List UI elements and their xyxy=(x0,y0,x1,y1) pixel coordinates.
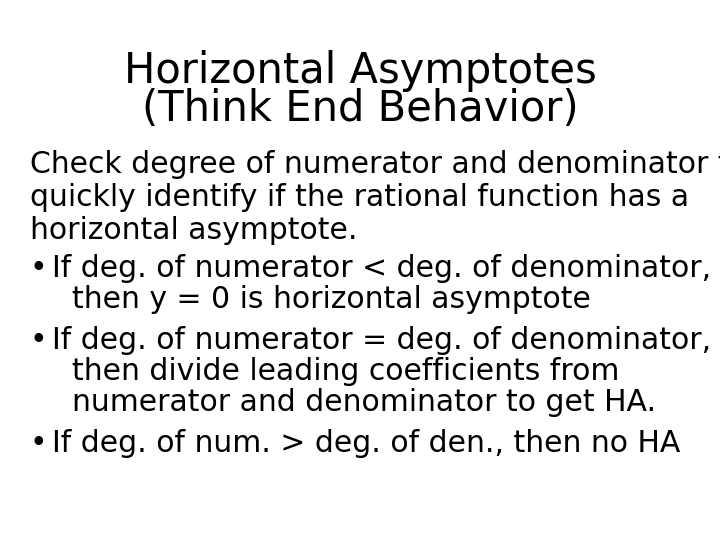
Text: Check degree of numerator and denominator to: Check degree of numerator and denominato… xyxy=(30,150,720,179)
Text: Horizontal Asymptotes: Horizontal Asymptotes xyxy=(124,50,596,92)
Text: (Think End Behavior): (Think End Behavior) xyxy=(142,88,578,130)
Text: If deg. of numerator < deg. of denominator,: If deg. of numerator < deg. of denominat… xyxy=(52,254,711,283)
Text: then y = 0 is horizontal asymptote: then y = 0 is horizontal asymptote xyxy=(72,285,591,314)
Text: •: • xyxy=(30,326,48,355)
Text: quickly identify if the rational function has a: quickly identify if the rational functio… xyxy=(30,183,689,212)
Text: numerator and denominator to get HA.: numerator and denominator to get HA. xyxy=(72,388,656,417)
Text: horizontal asymptote.: horizontal asymptote. xyxy=(30,216,358,245)
Text: then divide leading coefficients from: then divide leading coefficients from xyxy=(72,357,619,386)
Text: •: • xyxy=(30,254,48,283)
Text: If deg. of numerator = deg. of denominator,: If deg. of numerator = deg. of denominat… xyxy=(52,326,711,355)
Text: If deg. of num. > deg. of den., then no HA: If deg. of num. > deg. of den., then no … xyxy=(52,429,680,458)
Text: •: • xyxy=(30,429,48,458)
